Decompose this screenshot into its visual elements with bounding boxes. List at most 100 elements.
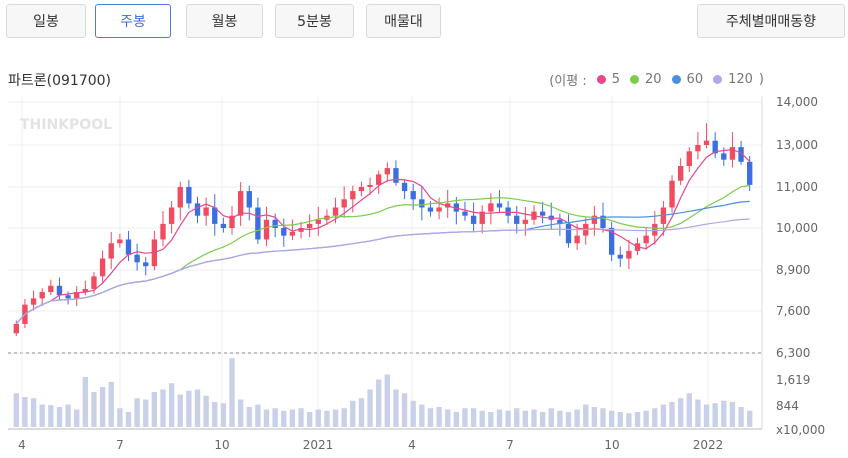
candle-body — [212, 207, 218, 224]
volume-bar — [729, 402, 736, 427]
volume-bar — [531, 409, 537, 427]
candle-body — [298, 228, 304, 232]
candle-body — [358, 187, 365, 192]
volume-bar — [462, 408, 468, 427]
candle-body — [332, 207, 339, 216]
chart-grid — [8, 96, 762, 426]
candle-body — [160, 223, 166, 240]
volume-bar — [626, 413, 632, 427]
candle-body — [462, 211, 468, 216]
x-tick-label: 2022 — [693, 438, 724, 452]
legend-prefix: (이평 : — [549, 74, 587, 89]
moving-average-legend: (이평 : 5 20 60 120 ) — [549, 70, 764, 89]
candle-body — [677, 166, 684, 181]
volume-bar — [39, 404, 45, 427]
candle-body — [522, 219, 529, 224]
volume-bar — [419, 404, 425, 427]
volume-bar — [548, 408, 554, 427]
volume-bar — [514, 408, 520, 427]
tab-daily[interactable]: 일봉 — [6, 4, 86, 38]
volume-bar — [539, 412, 546, 427]
volume-bar — [600, 408, 606, 427]
candle-body — [65, 295, 71, 299]
volume-bar — [686, 393, 692, 427]
candle-body — [237, 191, 244, 216]
y-tick-label: 7,600 — [776, 304, 810, 318]
volume-bar — [74, 409, 80, 427]
ma-120-line — [15, 218, 750, 325]
volume-bar — [453, 412, 460, 427]
y-tick-label: 10,000 — [776, 221, 818, 235]
volume-bar — [108, 382, 114, 427]
volume-bar — [677, 398, 684, 427]
legend-label-60: 60 — [686, 72, 704, 87]
candle-body — [410, 191, 416, 200]
x-tick-label: 7 — [506, 438, 514, 452]
volume-bar — [703, 404, 710, 427]
tab-label: 5분봉 — [297, 14, 332, 30]
volume-bar — [565, 412, 572, 427]
tab-label: 주봉 — [120, 14, 146, 30]
volume-bar — [246, 407, 252, 427]
volume-bar — [263, 409, 270, 427]
candle-body — [626, 250, 632, 259]
volume-bar — [747, 410, 753, 427]
volume-bar — [134, 398, 140, 427]
candle-body — [470, 215, 477, 224]
volume-bar — [229, 358, 235, 427]
candle-body — [479, 211, 485, 224]
volume-bar — [48, 405, 54, 427]
x-tick-label: 4 — [18, 438, 26, 452]
candle-body — [99, 258, 106, 277]
volume-bar — [695, 399, 701, 427]
candle-body — [393, 168, 399, 183]
volume-bar — [324, 410, 330, 427]
volume-bar — [143, 399, 149, 427]
candle-body — [505, 207, 511, 216]
candle-body — [143, 262, 149, 267]
candle-body — [186, 187, 192, 204]
volume-bar — [341, 408, 347, 427]
volume-bar — [634, 412, 641, 427]
candle-body — [125, 239, 132, 255]
legend-dot-20 — [630, 75, 639, 84]
candle-body — [514, 215, 520, 224]
volume-bar — [350, 400, 356, 427]
tab-monthly[interactable]: 월봉 — [186, 4, 263, 38]
candle-body — [729, 147, 736, 160]
volume-bar — [332, 409, 339, 427]
candle-body — [82, 288, 89, 293]
tab-volume-profile[interactable]: 매물대 — [366, 4, 441, 38]
candle-body — [747, 161, 753, 185]
y-tick-label: 6,300 — [776, 346, 810, 360]
tab-weekly[interactable]: 주봉 — [95, 4, 171, 38]
volume-bar — [401, 393, 408, 427]
tab-5min[interactable]: 5분봉 — [275, 4, 354, 38]
candle-body — [419, 199, 425, 208]
volume-bar — [436, 407, 442, 427]
volume-bar — [557, 410, 563, 427]
volume-bar — [151, 392, 158, 427]
candle-body — [376, 174, 382, 185]
candle-body — [341, 199, 347, 208]
volume-bar — [212, 402, 218, 427]
tab-label: 월봉 — [211, 14, 238, 30]
investor-trend-button[interactable]: 주체별매매동향 — [697, 4, 845, 38]
volume-bar — [410, 400, 416, 427]
volume-bar — [496, 409, 503, 427]
candle-body — [48, 285, 54, 293]
volume-bar — [168, 383, 175, 427]
stock-title: 파트론(091700) — [8, 73, 112, 89]
volume-bar — [220, 403, 227, 427]
candle-body — [350, 191, 356, 200]
volume-bar — [376, 379, 382, 427]
volume-bar — [738, 407, 744, 427]
candle-body — [177, 187, 183, 208]
volume-bar — [488, 412, 494, 427]
candle-body — [496, 203, 503, 208]
candle-body — [436, 207, 442, 212]
volume-bar — [13, 393, 19, 427]
volume-bar — [721, 400, 727, 427]
volume-bar — [237, 399, 244, 427]
